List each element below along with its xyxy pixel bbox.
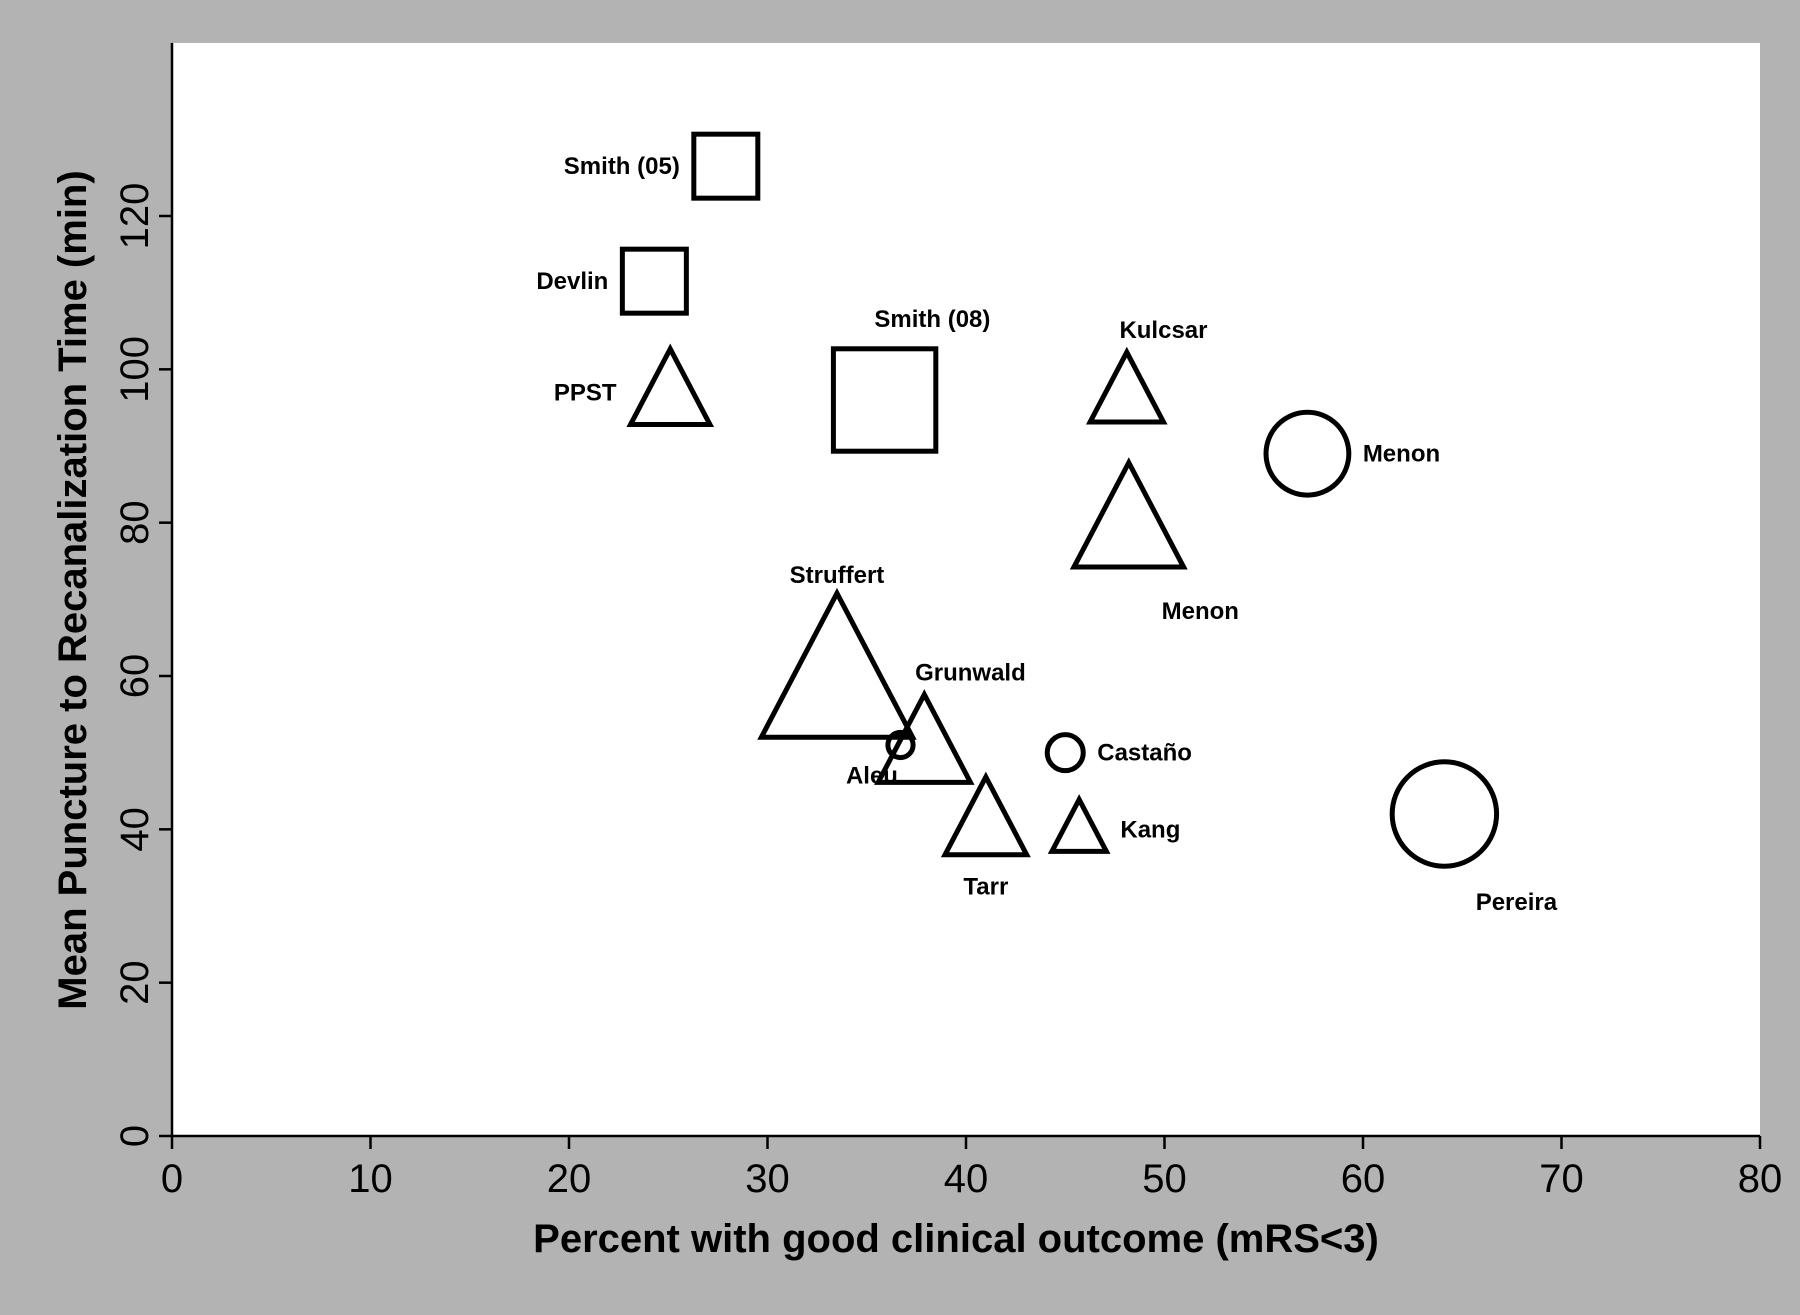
x-tick-label: 60	[1341, 1157, 1386, 1201]
plot-area	[172, 43, 1760, 1136]
square-marker	[619, 246, 689, 316]
circle-marker	[1263, 409, 1352, 498]
y-tick-label: 80	[113, 500, 157, 545]
x-tick-label: 30	[745, 1157, 790, 1201]
point-label: Pereira	[1476, 889, 1558, 916]
y-tick-label: 0	[113, 1125, 157, 1147]
circle-marker	[885, 729, 916, 761]
triangle-marker	[1085, 346, 1168, 425]
y-tick-label: 120	[113, 183, 157, 250]
x-tick-label: 0	[161, 1157, 183, 1201]
point-label: Aleu	[846, 763, 898, 790]
square-marker	[830, 346, 939, 454]
triangle-marker	[757, 587, 917, 740]
x-tick-label: 70	[1539, 1157, 1584, 1201]
point-labels: Smith (05) Devlin Smith (08) PPST Kulcsar Men…	[536, 153, 1557, 916]
x-axis-title: Percent with good clinical outcome (mRS<…	[533, 1217, 1379, 1261]
data-points	[619, 131, 1500, 869]
triangle-marker	[1069, 457, 1188, 570]
y-axis-title: Mean Puncture to Recanalization Time (mi…	[51, 170, 95, 1009]
x-tick-label: 20	[547, 1157, 592, 1201]
point-label: Castaño	[1097, 740, 1192, 767]
point-label: Kang	[1120, 816, 1180, 843]
point-label: Menon	[1162, 598, 1239, 625]
triangle-marker	[1047, 794, 1111, 854]
point-label: Devlin	[536, 268, 608, 295]
y-tick-label: 40	[113, 807, 157, 852]
square-marker	[691, 131, 761, 201]
point-label: Grunwald	[915, 659, 1026, 686]
x-tick-label: 40	[944, 1157, 989, 1201]
point-label: Kulcsar	[1119, 317, 1207, 344]
x-tick-label: 50	[1142, 1157, 1187, 1201]
y-tick-label: 100	[113, 336, 157, 403]
point-label: Smith (08)	[874, 306, 990, 333]
point-label: Smith (05)	[564, 153, 680, 180]
point-label: Struffert	[790, 562, 885, 589]
triangle-marker	[626, 343, 715, 427]
point-label: Menon	[1363, 441, 1440, 468]
circle-marker	[1044, 732, 1086, 774]
y-tick-label: 20	[113, 960, 157, 1005]
axes: 0 10 20 30 40 50 60 70 80 0 20 40 60 80 100 120	[113, 43, 1782, 1201]
x-tick-label: 80	[1738, 1157, 1783, 1201]
triangle-marker	[940, 771, 1031, 858]
y-tick-label: 60	[113, 654, 157, 699]
point-label: PPST	[554, 379, 617, 406]
point-label: Tarr	[963, 874, 1008, 901]
circle-marker	[1389, 759, 1500, 869]
x-tick-label: 10	[348, 1157, 393, 1201]
triangle-marker	[874, 689, 975, 785]
